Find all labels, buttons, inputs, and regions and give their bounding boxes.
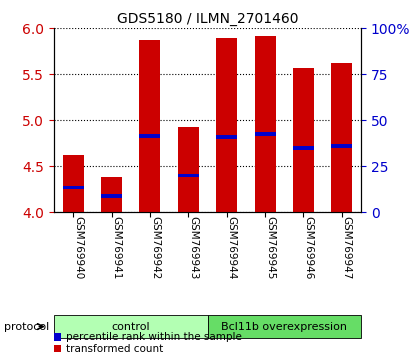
Bar [293,68,314,212]
Text: GSM769944: GSM769944 [227,216,237,279]
Bar [178,174,199,177]
Bar [331,63,352,212]
Bar [216,135,237,139]
Bar [63,186,84,189]
Text: Bcl11b overexpression: Bcl11b overexpression [221,321,347,332]
Text: GSM769940: GSM769940 [73,216,83,279]
Bar [139,40,161,212]
Bar [63,155,84,212]
Text: transformed count: transformed count [66,344,163,354]
Bar [254,36,276,212]
Bar [101,177,122,212]
Bar [293,146,314,150]
Text: GSM769947: GSM769947 [342,216,352,279]
Bar [331,144,352,148]
Bar [101,194,122,198]
Text: GSM769943: GSM769943 [188,216,198,279]
Text: GSM769941: GSM769941 [112,216,122,279]
Text: control: control [111,321,150,332]
Title: GDS5180 / ILMN_2701460: GDS5180 / ILMN_2701460 [117,12,298,26]
Text: GSM769946: GSM769946 [303,216,313,279]
Bar [139,134,161,138]
Text: GSM769942: GSM769942 [150,216,160,279]
Bar [216,38,237,212]
Text: GSM769945: GSM769945 [265,216,275,279]
Bar [254,132,276,136]
Text: percentile rank within the sample: percentile rank within the sample [66,332,242,342]
Bar [178,127,199,212]
Text: protocol: protocol [4,321,49,332]
